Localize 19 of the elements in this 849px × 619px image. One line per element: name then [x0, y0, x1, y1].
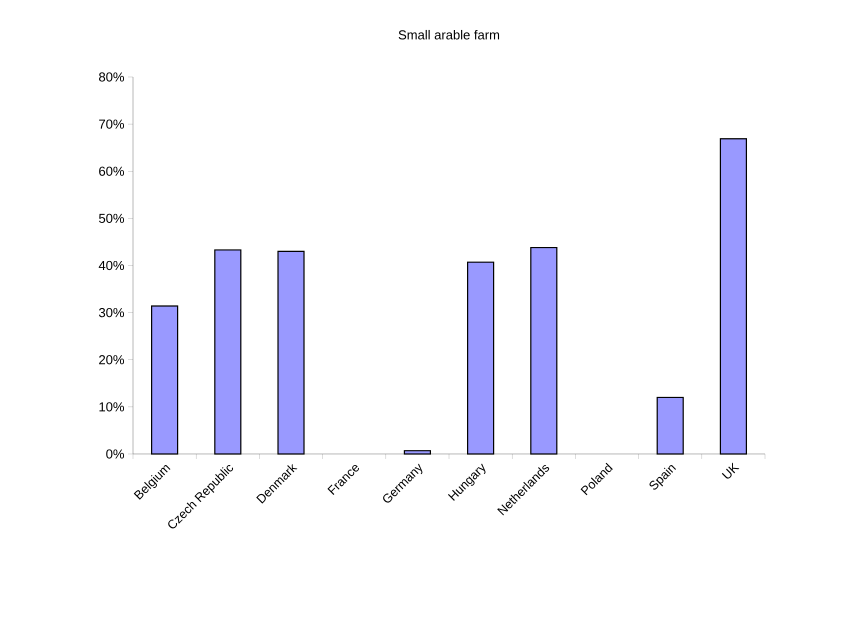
- bar: [404, 450, 432, 455]
- y-tick-label: 10%: [99, 402, 124, 412]
- y-tick-label: 40%: [98, 260, 124, 270]
- y-tick-label: 60%: [99, 166, 124, 176]
- y-tick-label: 30%: [98, 308, 124, 318]
- bar: [467, 262, 494, 455]
- y-tick-label: 50%: [98, 214, 124, 223]
- bar: [214, 249, 242, 455]
- chart-title: Small arable farm: [398, 30, 500, 40]
- bar: [151, 305, 178, 455]
- x-tick-label: UK: [722, 462, 740, 479]
- y-tick-label: 20%: [99, 355, 124, 364]
- bar: [530, 246, 558, 455]
- bar: [720, 138, 748, 455]
- y-tick-label: 0%: [106, 449, 124, 459]
- y-tick-label: 70%: [99, 120, 124, 129]
- bar: [277, 250, 305, 455]
- y-tick-label: 80%: [99, 72, 124, 82]
- bar: [656, 396, 684, 455]
